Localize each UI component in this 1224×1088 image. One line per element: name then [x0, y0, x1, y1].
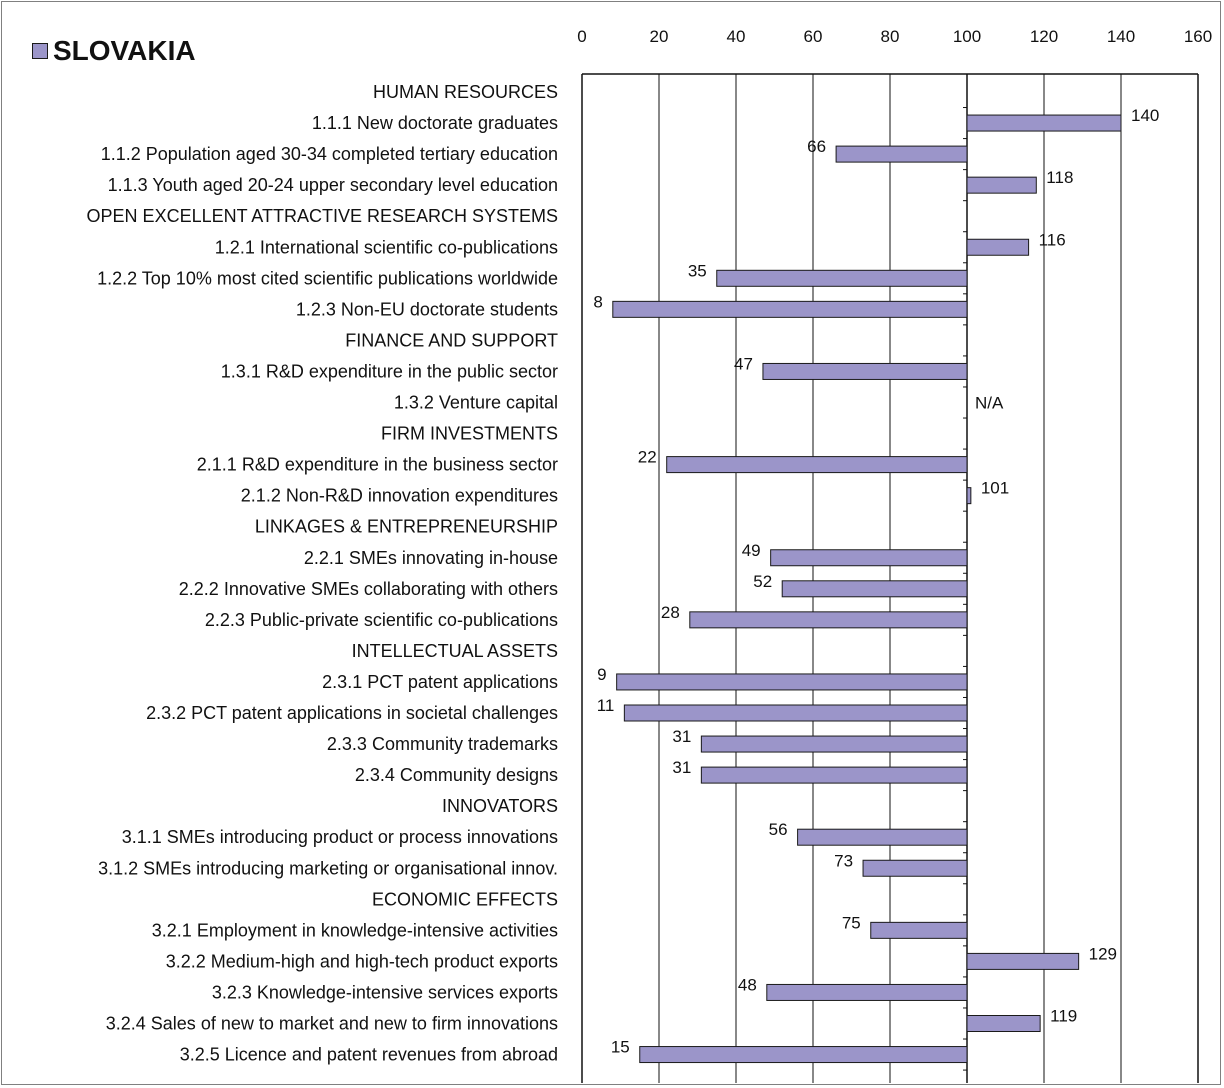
- data-label: 28: [661, 603, 680, 622]
- x-tick-label: 40: [727, 27, 746, 46]
- bar: [966, 114, 1122, 132]
- data-label: 129: [1089, 944, 1117, 963]
- data-label: 47: [734, 354, 753, 373]
- bar: [797, 828, 968, 846]
- bar: [716, 269, 968, 287]
- category-header: FIRM INVESTMENTS: [381, 424, 558, 444]
- bar: [689, 611, 968, 629]
- bar: [623, 704, 968, 722]
- bar: [762, 362, 968, 380]
- row-label: 3.2.5 Licence and patent revenues from a…: [180, 1045, 558, 1065]
- data-label: 48: [738, 975, 757, 994]
- data-label: 22: [638, 448, 657, 467]
- bar: [966, 238, 1030, 256]
- row-label: 2.2.1 SMEs innovating in-house: [304, 548, 558, 568]
- x-tick-label: 120: [1030, 27, 1058, 46]
- bar: [766, 983, 968, 1001]
- bar: [966, 952, 1080, 970]
- x-tick-label: 60: [804, 27, 823, 46]
- bar: [966, 487, 972, 505]
- data-label: 9: [597, 665, 606, 684]
- bar: [770, 549, 968, 567]
- bar: [966, 1015, 1041, 1032]
- data-label: 35: [688, 261, 707, 280]
- data-label: 8: [593, 292, 602, 311]
- legend-swatch: [32, 43, 48, 59]
- data-label: 140: [1131, 106, 1159, 125]
- row-label: 3.1.1 SMEs introducing product or proces…: [122, 827, 558, 847]
- x-tick-label: 140: [1107, 27, 1135, 46]
- bar: [835, 145, 968, 163]
- category-header: INNOVATORS: [442, 796, 558, 816]
- data-label: 73: [834, 851, 853, 870]
- row-label: 1.2.3 Non-EU doctorate students: [296, 299, 558, 319]
- row-label: 3.1.2 SMEs introducing marketing or orga…: [98, 858, 558, 878]
- data-label: 49: [742, 541, 761, 560]
- data-label: 75: [842, 913, 861, 932]
- row-label: 3.2.3 Knowledge-intensive services expor…: [212, 982, 558, 1002]
- bar: [862, 859, 968, 877]
- row-label: 3.2.2 Medium-high and high-tech product …: [166, 951, 558, 971]
- data-label: 52: [753, 572, 772, 591]
- legend: SLOVAKIA: [32, 34, 196, 68]
- bar: [616, 673, 968, 691]
- category-header: LINKAGES & ENTREPRENEURSHIP: [255, 517, 558, 537]
- bar: [781, 580, 968, 598]
- row-label: 2.3.4 Community designs: [355, 765, 558, 785]
- row-label: 1.1.2 Population aged 30-34 completed te…: [101, 144, 558, 164]
- x-tick-label: 20: [650, 27, 669, 46]
- row-label: 1.2.2 Top 10% most cited scientific publ…: [97, 268, 558, 288]
- category-header: HUMAN RESOURCES: [373, 82, 558, 102]
- row-label: 3.2.4 Sales of new to market and new to …: [106, 1014, 558, 1034]
- bar: [639, 1046, 968, 1064]
- data-label: 66: [807, 137, 826, 156]
- x-tick-label: 0: [577, 27, 586, 46]
- row-label: 2.3.3 Community trademarks: [327, 734, 558, 754]
- data-label: 56: [769, 820, 788, 839]
- row-label: 2.2.2 Innovative SMEs collaborating with…: [179, 579, 558, 599]
- data-label: 11: [597, 696, 615, 715]
- row-label: 2.3.2 PCT patent applications in societa…: [146, 703, 558, 723]
- row-label: 2.1.2 Non-R&D innovation expenditures: [241, 486, 558, 506]
- row-label: 1.3.1 R&D expenditure in the public sect…: [221, 361, 558, 381]
- legend-label: SLOVAKIA: [53, 35, 196, 66]
- row-label: 1.2.1 International scientific co-public…: [215, 237, 558, 257]
- data-label: 15: [611, 1038, 630, 1057]
- row-label: 2.2.3 Public-private scientific co-publi…: [205, 610, 558, 630]
- data-label: 116: [1039, 230, 1066, 249]
- data-label: 31: [672, 758, 691, 777]
- bar: [870, 921, 968, 939]
- data-label: 31: [672, 727, 691, 746]
- x-tick-label: 160: [1184, 27, 1212, 46]
- bar: [966, 176, 1037, 194]
- bar: [612, 300, 968, 318]
- row-label: 1.1.3 Youth aged 20-24 upper secondary l…: [108, 175, 558, 195]
- data-label: 119: [1050, 1007, 1077, 1026]
- x-tick-label: 80: [881, 27, 900, 46]
- data-label: N/A: [975, 394, 1004, 413]
- row-label: 1.3.2 Venture capital: [394, 393, 558, 413]
- category-header: FINANCE AND SUPPORT: [345, 330, 558, 350]
- bar: [700, 766, 968, 784]
- category-header: ECONOMIC EFFECTS: [372, 889, 558, 909]
- category-header: INTELLECTUAL ASSETS: [352, 641, 558, 661]
- x-tick-label: 100: [953, 27, 981, 46]
- row-label: 2.3.1 PCT patent applications: [322, 672, 558, 692]
- data-label: 118: [1046, 168, 1073, 187]
- category-header: OPEN EXCELLENT ATTRACTIVE RESEARCH SYSTE…: [87, 206, 558, 226]
- row-label: 1.1.1 New doctorate graduates: [312, 113, 558, 133]
- bar: [666, 456, 968, 474]
- row-label: 2.1.1 R&D expenditure in the business se…: [197, 455, 558, 475]
- bar: [700, 735, 968, 753]
- data-label: 101: [981, 479, 1009, 498]
- row-label: 3.2.1 Employment in knowledge-intensive …: [152, 920, 558, 940]
